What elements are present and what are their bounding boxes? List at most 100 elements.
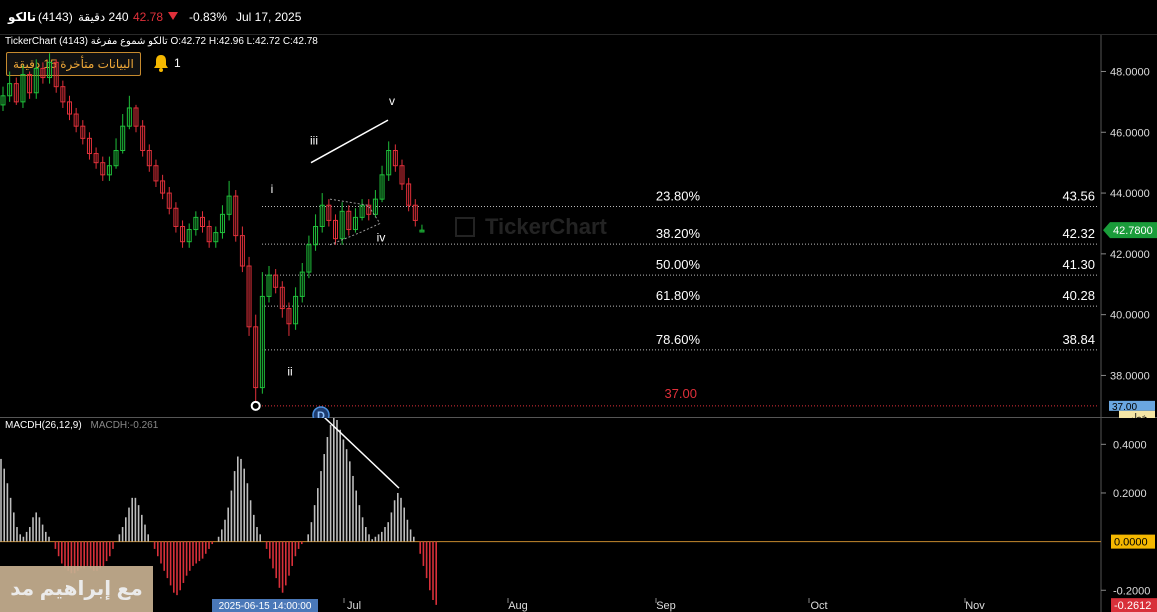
candle-body <box>406 183 412 206</box>
fib-level-percent: 50.00% <box>656 257 701 272</box>
candle-body <box>306 244 312 273</box>
macd-title: MACDH(26,12,9) <box>5 420 82 431</box>
fib-level-percent: 78.60% <box>656 332 701 347</box>
time-cursor-tag <box>212 599 318 612</box>
time-axis-label: Jul <box>347 600 361 612</box>
wave-label: iii <box>310 133 318 147</box>
candle-body <box>239 235 245 267</box>
candle-body <box>213 232 219 243</box>
price-tick-label: 40.0000 <box>1110 310 1150 322</box>
candle-body <box>126 107 132 127</box>
price-tick-label: 38.0000 <box>1110 370 1150 382</box>
price-tick-label: 44.0000 <box>1110 188 1150 200</box>
low-marker <box>250 400 261 411</box>
candle-body <box>153 165 159 182</box>
alerts-count: 1 <box>174 56 181 70</box>
wave-label: v <box>389 94 395 108</box>
line-tool-tag-label: خطي <box>1127 413 1147 418</box>
bell-icon[interactable] <box>150 52 172 74</box>
dividend-badge <box>312 406 330 418</box>
candle-body <box>173 207 179 227</box>
wave-label: ii <box>287 364 292 378</box>
price-chart[interactable]: 48.0000 46.0000 44.0000 42.0000 40.0000 38.00… <box>0 35 1157 418</box>
candle-body <box>379 174 385 200</box>
candle-body <box>73 113 79 127</box>
candle-body <box>80 125 86 139</box>
candle-body <box>372 198 378 215</box>
candle-body <box>146 150 152 167</box>
candle-body <box>13 83 19 103</box>
macd-last-tag-label: -0.2612 <box>1114 600 1151 612</box>
candle-body <box>246 265 252 328</box>
candle-body <box>206 226 212 243</box>
ohlc-readout: TickerChart (4143) تالكو شموع مفرغة O:42… <box>5 36 318 47</box>
candle-body <box>326 204 332 221</box>
candle-body <box>86 137 92 155</box>
low-level-label: 37.00 <box>664 386 697 401</box>
candle-body <box>67 101 72 115</box>
candle-body <box>7 83 13 97</box>
interval-label[interactable]: 240 دقيقة <box>78 10 129 24</box>
tickerchart-watermark: TickerChart <box>455 214 645 240</box>
candle-body <box>93 153 99 164</box>
candle-body <box>193 216 199 231</box>
last-price: 42.78 <box>133 10 164 24</box>
low-price-tag-label: 37.00 <box>1112 402 1137 413</box>
wave-iv-pattern <box>329 198 381 224</box>
candle-body <box>259 295 265 389</box>
down-arrow-icon <box>168 12 178 20</box>
candle-body <box>366 204 372 215</box>
last-price-tag-label: 42.7800 <box>1113 225 1153 237</box>
fib-level-price: 42.32 <box>1062 226 1095 241</box>
candle-body <box>47 61 53 79</box>
change-percent: -0.83% <box>189 10 228 24</box>
candle-body <box>27 74 33 94</box>
date-label: Jul 17, 2025 <box>236 10 302 24</box>
header-bar: تالكو (4143) 240 دقيقة 42.78 -0.83% Jul … <box>0 0 1157 35</box>
candle-body <box>166 192 172 209</box>
candle-body <box>133 107 139 127</box>
candle-body <box>200 216 205 227</box>
price-tick-label: 42.0000 <box>1110 249 1150 261</box>
candle-body <box>33 67 39 94</box>
candle-body <box>346 210 352 231</box>
candle-body <box>226 195 232 215</box>
fib-level-price: 40.28 <box>1062 288 1095 303</box>
candle-body <box>319 204 325 228</box>
macd-tick-label: -0.2000 <box>1113 585 1150 597</box>
candle-body <box>359 204 365 218</box>
macd-chart[interactable]: 0.4000 0.2000 -0.2000 0.0000 -0.2612 2025-06-… <box>0 418 1157 612</box>
fib-level-percent: 61.80% <box>656 288 701 303</box>
time-axis-label: Sep <box>656 600 676 612</box>
candle-body <box>219 213 225 234</box>
candle-body <box>233 195 239 237</box>
candle-body <box>120 125 126 152</box>
candle-body <box>186 229 192 243</box>
candle-body <box>180 226 186 243</box>
macd-tick-label: 0.4000 <box>1113 439 1147 451</box>
time-axis-label: Nov <box>965 600 985 612</box>
candle-body <box>419 229 425 233</box>
candle-body <box>140 125 146 152</box>
trend-line-upper <box>310 119 389 164</box>
candle-body <box>0 95 6 106</box>
fib-level-price: 43.56 <box>1062 188 1095 203</box>
symbol-code[interactable]: (4143) <box>38 10 73 24</box>
candle-body <box>60 86 66 103</box>
macd-zero-tag-label: 0.0000 <box>1114 537 1148 549</box>
price-tick-label: 48.0000 <box>1110 66 1150 78</box>
time-axis-label: Oct <box>810 600 827 612</box>
candle-body <box>266 274 272 297</box>
candle-body <box>113 150 119 167</box>
candle-body <box>106 165 112 176</box>
candle-body <box>273 274 279 288</box>
fib-level-price: 38.84 <box>1062 332 1095 347</box>
candle-body <box>253 326 259 389</box>
macd-last-tag <box>1111 598 1157 612</box>
delay-notice[interactable]: البيانات متأخرة 15 دقيقة <box>6 52 141 76</box>
fib-level-price: 41.30 <box>1062 257 1095 272</box>
watermark-text: TickerChart <box>485 214 607 239</box>
price-tick-label: 46.0000 <box>1110 127 1150 139</box>
time-axis-label: 2025-06-15 14:00:00 <box>219 601 312 612</box>
symbol-name[interactable]: تالكو <box>8 10 37 24</box>
